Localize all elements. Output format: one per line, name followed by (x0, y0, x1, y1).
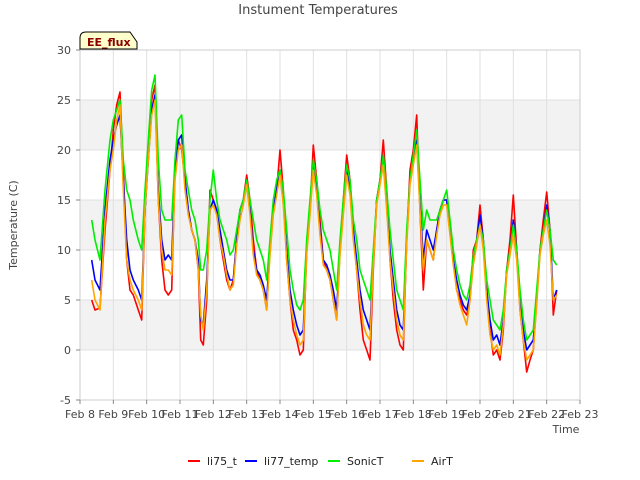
x-tick-label-0: Feb 8 (65, 408, 95, 421)
legend-label-AirT: AirT (431, 455, 453, 468)
x-tick-label-13: Feb 21 (495, 408, 532, 421)
x-tick-label-3: Feb 11 (162, 408, 199, 421)
legend-label-li77_temp: li77_temp (264, 455, 318, 468)
plot-area-frame (79, 49, 581, 401)
badge-shape (79, 31, 138, 50)
x-tick-label-1: Feb 9 (98, 408, 128, 421)
x-tick-label-7: Feb 15 (295, 408, 332, 421)
band-5 (80, 100, 580, 150)
series-lines (90, 74, 558, 373)
band-3 (80, 200, 580, 250)
y-tick-label-5: 20 (57, 144, 71, 157)
y-axis-ticks: -5 0 5 10 15 20 25 30 (57, 44, 80, 407)
x-tick-label-6: Feb 14 (262, 408, 299, 421)
y-tick-label-1: 0 (64, 344, 71, 357)
legend-label-SonicT: SonicT (347, 455, 384, 468)
x-axis-title: Time (552, 423, 580, 436)
y-tick-label-2: 5 (64, 294, 71, 307)
x-tick-label-14: Feb 22 (528, 408, 565, 421)
badge-label: EE_flux (87, 36, 131, 49)
ee-flux-badge: EE_flux (79, 31, 138, 50)
x-tick-label-11: Feb 19 (428, 408, 465, 421)
legend-label-li75_t: li75_t (207, 455, 238, 468)
x-tick-label-4: Feb 12 (195, 408, 232, 421)
y-tick-label-4: 15 (57, 194, 71, 207)
x-tick-label-10: Feb 18 (395, 408, 432, 421)
legend: li75_t li77_temp SonicT AirT (188, 455, 453, 468)
x-tick-label-8: Feb 16 (328, 408, 365, 421)
x-tick-label-2: Feb 10 (128, 408, 165, 421)
chart-title: Instument Temperatures (238, 3, 398, 18)
y-tick-label-3: 10 (57, 244, 71, 257)
x-tick-label-15: Feb 23 (562, 408, 599, 421)
x-tick-label-5: Feb 13 (228, 408, 265, 421)
y-tick-label-6: 25 (57, 94, 71, 107)
y-tick-label-7: 30 (57, 44, 71, 57)
x-tick-label-12: Feb 20 (462, 408, 499, 421)
y-tick-label-0: -5 (60, 394, 71, 407)
x-tick-label-9: Feb 17 (362, 408, 399, 421)
y-axis-title: Temperature (C) (7, 180, 20, 270)
series-line-AirT (90, 99, 558, 361)
